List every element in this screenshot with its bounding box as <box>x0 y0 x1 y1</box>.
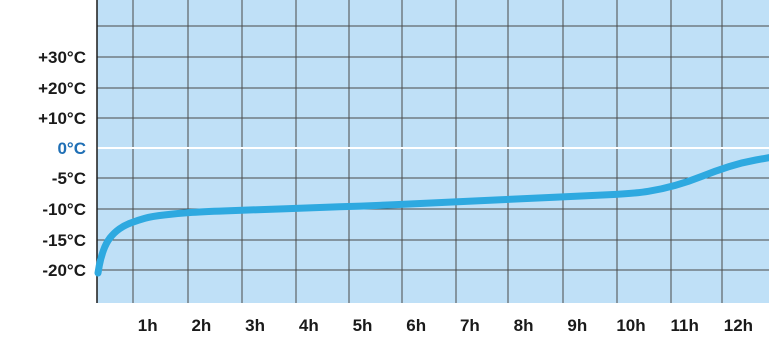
x-tick-label: 11h <box>671 316 699 335</box>
x-tick-label: 4h <box>299 316 319 335</box>
y-tick-label: 0°C <box>57 139 86 158</box>
x-tick-label: 9h <box>567 316 587 335</box>
x-tick-label: 8h <box>514 316 534 335</box>
x-tick-label: 1h <box>138 316 158 335</box>
plot-area <box>97 0 769 303</box>
x-tick-label: 12h <box>724 316 753 335</box>
y-tick-label: -10°C <box>42 200 86 219</box>
x-tick-label: 5h <box>353 316 373 335</box>
series-line <box>94 154 769 277</box>
x-tick-label: 7h <box>460 316 480 335</box>
y-tick-label: +10°C <box>38 109 86 128</box>
x-tick-label: 10h <box>616 316 645 335</box>
y-tick-label: -5°C <box>52 169 86 188</box>
x-tick-label: 6h <box>406 316 426 335</box>
y-tick-label: -15°C <box>42 231 86 250</box>
y-tick-label: +20°C <box>38 79 86 98</box>
y-tick-label: -20°C <box>42 261 86 280</box>
y-tick-label: +30°C <box>38 48 86 67</box>
x-tick-label: 3h <box>245 316 265 335</box>
x-tick-label: 2h <box>191 316 211 335</box>
